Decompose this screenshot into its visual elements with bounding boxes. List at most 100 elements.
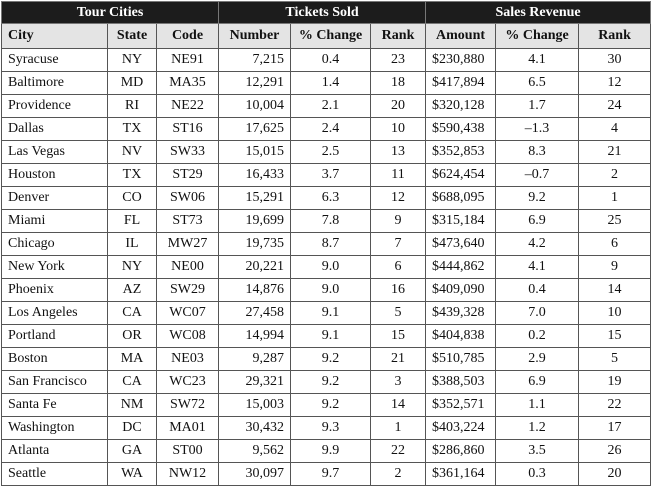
table-row: Houston TX ST29 16,433 3.7 11 $624,454 –0.7 2 xyxy=(1,163,651,187)
table-cell: $286,860 xyxy=(425,439,497,463)
table-cell: 7.0 xyxy=(495,301,580,325)
table-cell: 9,287 xyxy=(218,347,292,371)
table-cell: 11 xyxy=(370,163,427,187)
table-cell: Baltimore xyxy=(1,71,108,95)
table-cell: Syracuse xyxy=(1,48,108,72)
table-cell: 30,097 xyxy=(218,462,292,486)
table-cell: TX xyxy=(107,163,157,187)
table-cell: 30 xyxy=(578,48,651,72)
table-cell: SW72 xyxy=(155,393,220,417)
table-cell: ST16 xyxy=(155,117,220,141)
table-cell: 15,015 xyxy=(218,140,292,164)
table-cell: 6 xyxy=(370,255,427,279)
table-cell: 16 xyxy=(370,278,427,302)
table-row: Washington DC MA01 30,432 9.3 1 $403,224 1.2 17 xyxy=(1,416,651,440)
table-cell: Los Angeles xyxy=(1,301,108,325)
table-cell: 2.1 xyxy=(290,94,372,118)
column-header: City xyxy=(1,23,108,49)
table-cell: 10,004 xyxy=(218,94,292,118)
table-cell: 9.0 xyxy=(290,255,372,279)
table-cell: 6 xyxy=(578,232,651,256)
table-cell: 0.4 xyxy=(290,48,372,72)
table-cell: Dallas xyxy=(1,117,108,141)
group-header: Sales Revenue xyxy=(425,1,651,24)
table-cell: 9.7 xyxy=(290,462,372,486)
table-cell: ST29 xyxy=(155,163,220,187)
table-cell: NY xyxy=(107,255,157,279)
table-row: Providence RI NE22 10,004 2.1 20 $320,128 1.7 24 xyxy=(1,94,651,118)
group-header-row: Tour Cities Tickets Sold Sales Revenue xyxy=(0,1,651,24)
table-cell: $404,838 xyxy=(425,324,497,348)
table-cell: NM xyxy=(107,393,157,417)
table-row: Miami FL ST73 19,699 7.8 9 $315,184 6.9 25 xyxy=(1,209,651,233)
table-cell: $352,571 xyxy=(425,393,497,417)
table-cell: $590,438 xyxy=(425,117,497,141)
table-cell: 1.1 xyxy=(495,393,580,417)
table-cell: 13 xyxy=(370,140,427,164)
group-header: Tour Cities xyxy=(0,1,220,24)
table-cell: 9.2 xyxy=(290,393,372,417)
table-cell: WC23 xyxy=(155,370,220,394)
table-cell: $352,853 xyxy=(425,140,497,164)
table-cell: 2 xyxy=(370,462,427,486)
table-cell: 9 xyxy=(578,255,651,279)
table-cell: $409,090 xyxy=(425,278,497,302)
table-cell: NV xyxy=(107,140,157,164)
table-cell: $444,862 xyxy=(425,255,497,279)
table-cell: 0.2 xyxy=(495,324,580,348)
table-cell: 6.3 xyxy=(290,186,372,210)
table-cell: 9.3 xyxy=(290,416,372,440)
table-cell: NW12 xyxy=(155,462,220,486)
table-row: Baltimore MD MA35 12,291 1.4 18 $417,894 6.5 12 xyxy=(1,71,651,95)
table-cell: GA xyxy=(107,439,157,463)
table-cell: 21 xyxy=(578,140,651,164)
table-cell: 20 xyxy=(370,94,427,118)
table-cell: 4.1 xyxy=(495,48,580,72)
table-cell: 30,432 xyxy=(218,416,292,440)
table-cell: IL xyxy=(107,232,157,256)
table-cell: CO xyxy=(107,186,157,210)
table-cell: 8.3 xyxy=(495,140,580,164)
table-row: Phoenix AZ SW29 14,876 9.0 16 $409,090 0.4 14 xyxy=(1,278,651,302)
table-cell: Atlanta xyxy=(1,439,108,463)
table-row: Syracuse NY NE91 7,215 0.4 23 $230,880 4.1 30 xyxy=(1,48,651,72)
table-cell: Las Vegas xyxy=(1,140,108,164)
table-cell: CA xyxy=(107,370,157,394)
table-cell: MD xyxy=(107,71,157,95)
table-row: Denver CO SW06 15,291 6.3 12 $688,095 9.2 1 xyxy=(1,186,651,210)
table-cell: $439,328 xyxy=(425,301,497,325)
table-cell: 26 xyxy=(578,439,651,463)
table-cell: 1 xyxy=(370,416,427,440)
table-cell: 22 xyxy=(370,439,427,463)
table-cell: NE03 xyxy=(155,347,220,371)
table-cell: 15,003 xyxy=(218,393,292,417)
table-row: Dallas TX ST16 17,625 2.4 10 $590,438 –1.3 4 xyxy=(1,117,651,141)
table-cell: MA01 xyxy=(155,416,220,440)
table-cell: 17,625 xyxy=(218,117,292,141)
table-cell: 12,291 xyxy=(218,71,292,95)
table-cell: RI xyxy=(107,94,157,118)
table-cell: $473,640 xyxy=(425,232,497,256)
table-cell: 9.2 xyxy=(495,186,580,210)
table-cell: CA xyxy=(107,301,157,325)
table-cell: 2.4 xyxy=(290,117,372,141)
table-cell: 22 xyxy=(578,393,651,417)
table-cell: 12 xyxy=(578,71,651,95)
table-cell: 9.0 xyxy=(290,278,372,302)
table-cell: 10 xyxy=(578,301,651,325)
table-cell: Seattle xyxy=(1,462,108,486)
table-cell: MW27 xyxy=(155,232,220,256)
table-cell: Boston xyxy=(1,347,108,371)
table-cell: New York xyxy=(1,255,108,279)
table-cell: WC07 xyxy=(155,301,220,325)
table-cell: –1.3 xyxy=(495,117,580,141)
table-cell: WA xyxy=(107,462,157,486)
table-cell: Phoenix xyxy=(1,278,108,302)
table-cell: 5 xyxy=(578,347,651,371)
table-cell: $510,785 xyxy=(425,347,497,371)
table-cell: 15,291 xyxy=(218,186,292,210)
column-header: Rank xyxy=(370,23,427,49)
table-cell: Providence xyxy=(1,94,108,118)
